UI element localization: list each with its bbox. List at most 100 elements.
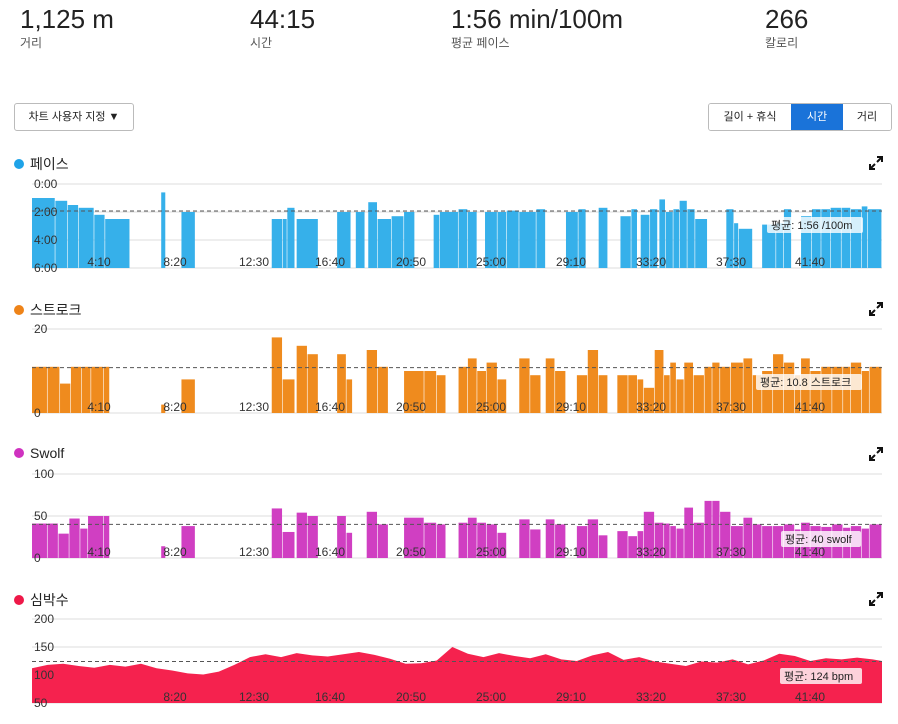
heartrate-area xyxy=(32,647,882,703)
swolf-panel-title: Swolf xyxy=(14,445,64,461)
stroke-panel-title: 스트로크 xyxy=(14,300,82,320)
bar xyxy=(598,535,608,558)
bar xyxy=(346,532,353,558)
bar xyxy=(587,519,599,558)
y-tick-label: 4:00 xyxy=(34,233,58,247)
y-tick-label: 150 xyxy=(34,640,54,654)
expand-stroke-icon[interactable] xyxy=(868,301,884,317)
expand-heartrate-icon[interactable] xyxy=(868,591,884,607)
bar xyxy=(103,516,110,558)
stat-time-value: 44:15 xyxy=(250,4,316,34)
average-label: 평균: 10.8 스트로크 xyxy=(760,376,851,389)
bar xyxy=(869,366,882,413)
bar xyxy=(830,207,841,268)
x-tick-label: 41:40 xyxy=(795,255,825,269)
bar xyxy=(497,379,507,413)
bar xyxy=(576,526,588,558)
bar xyxy=(307,354,318,413)
bar xyxy=(598,375,608,413)
bar xyxy=(433,214,440,268)
expand-swolf-icon[interactable] xyxy=(868,446,884,462)
x-tick-label: 8:20 xyxy=(163,690,187,704)
x-tick-label: 41:40 xyxy=(795,400,825,414)
bar xyxy=(486,524,497,558)
bar xyxy=(587,350,599,413)
bar xyxy=(704,500,712,558)
bar xyxy=(565,212,578,268)
expand-pace-icon[interactable] xyxy=(868,155,884,171)
bar xyxy=(743,358,753,413)
y-tick-label: 100 xyxy=(34,467,54,481)
bar xyxy=(536,209,546,268)
segment-distance[interactable]: 거리 xyxy=(843,104,891,130)
bar xyxy=(654,350,664,413)
x-tick-label: 16:40 xyxy=(315,545,345,559)
bar xyxy=(497,532,507,558)
bar xyxy=(861,206,868,268)
average-label-box xyxy=(767,217,863,233)
bar xyxy=(643,387,655,413)
stat-pace-value: 1:56 min/100m xyxy=(451,4,623,34)
bar xyxy=(687,209,695,268)
stat-distance-label: 거리 xyxy=(20,36,43,50)
bar xyxy=(404,371,424,413)
segment-time[interactable]: 시간 xyxy=(791,104,843,130)
bar xyxy=(869,524,882,558)
bar xyxy=(307,516,318,558)
segment-length-rest[interactable]: 길이 + 휴식 xyxy=(709,104,791,130)
bar xyxy=(70,366,82,413)
bar xyxy=(762,526,773,558)
stat-time-label: 시간 xyxy=(250,36,273,50)
bar xyxy=(720,511,731,558)
bar xyxy=(578,209,586,268)
bar xyxy=(676,379,684,413)
bar xyxy=(94,214,105,268)
x-tick-label: 29:10 xyxy=(556,400,586,414)
x-tick-label: 41:40 xyxy=(795,690,825,704)
bar xyxy=(458,522,468,558)
bar xyxy=(282,531,295,558)
bar xyxy=(783,209,792,268)
stat-calories: 266 칼로리 xyxy=(765,4,808,51)
bar xyxy=(801,216,812,268)
bar xyxy=(673,209,680,268)
bar xyxy=(519,519,530,558)
bar xyxy=(643,511,655,558)
bar xyxy=(738,228,753,268)
x-tick-label: 20:50 xyxy=(396,545,426,559)
bar xyxy=(684,507,694,558)
y-tick-label: 0 xyxy=(34,551,41,565)
bar xyxy=(762,224,776,268)
bar xyxy=(81,366,91,413)
bar xyxy=(477,371,486,413)
bar xyxy=(368,202,378,268)
average-label-box xyxy=(781,531,861,547)
x-tick-label: 29:10 xyxy=(556,545,586,559)
bar xyxy=(485,212,497,268)
bar xyxy=(366,350,378,413)
x-tick-label: 33:20 xyxy=(636,690,666,704)
customize-chart-button[interactable]: 차트 사용자 지정 ▼ xyxy=(14,103,134,131)
bar xyxy=(730,526,743,558)
bar xyxy=(282,379,295,413)
bar xyxy=(424,371,437,413)
y-tick-label: 50 xyxy=(34,696,48,710)
bar xyxy=(377,366,388,413)
bar xyxy=(545,519,555,558)
bar xyxy=(637,379,644,413)
bar xyxy=(103,366,110,413)
bar xyxy=(404,212,415,268)
bar xyxy=(776,223,784,268)
bar xyxy=(530,375,541,413)
bar xyxy=(60,383,71,413)
bar xyxy=(346,379,353,413)
x-tick-label: 37:30 xyxy=(716,545,746,559)
stat-distance-value: 1,125 m xyxy=(20,4,114,34)
bar xyxy=(628,375,637,413)
bar xyxy=(841,207,851,268)
bar xyxy=(337,516,346,558)
bar xyxy=(105,219,130,268)
bar xyxy=(88,516,104,558)
bar xyxy=(377,524,388,558)
stat-pace: 1:56 min/100m 평균 페이스 xyxy=(451,4,623,51)
